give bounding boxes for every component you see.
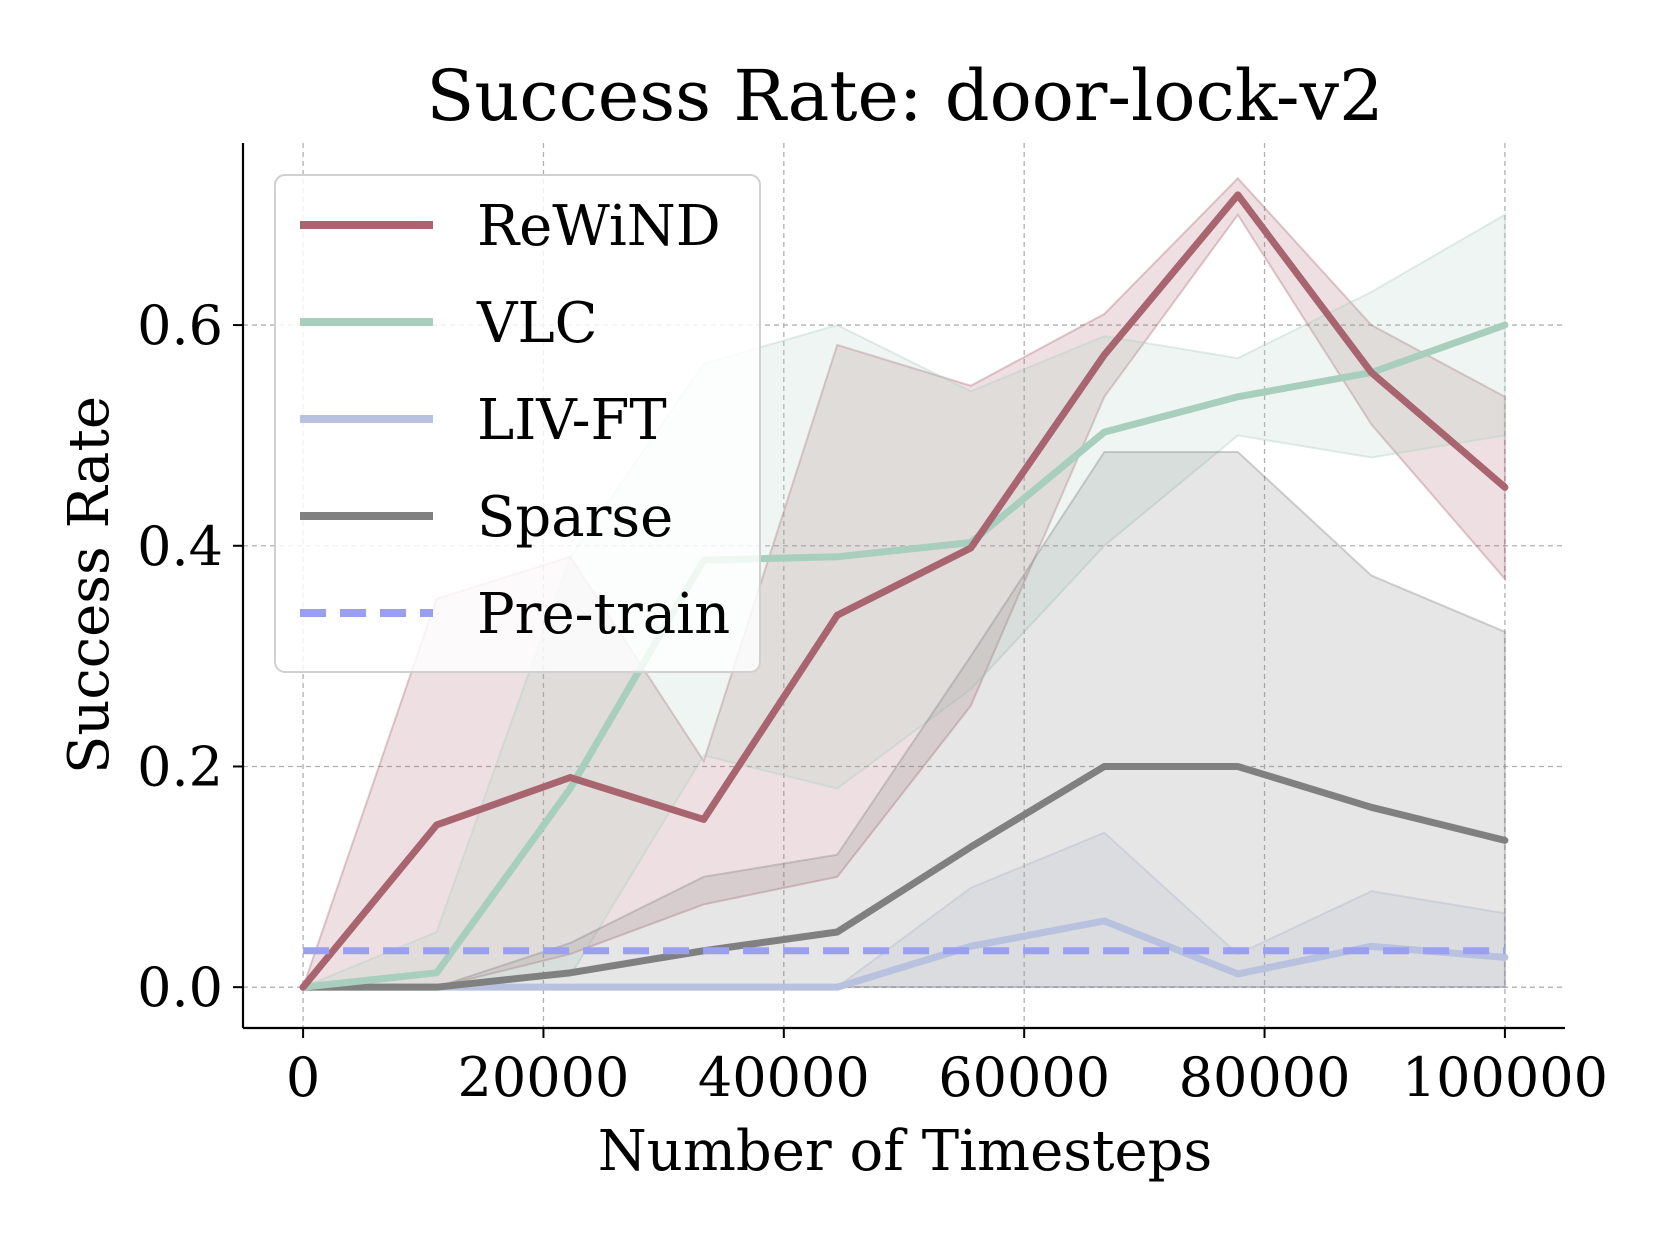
legend-label-rewind: ReWiND xyxy=(477,194,721,259)
legend-label-pre-train: Pre-train xyxy=(477,582,730,647)
x-tick-label: 0 xyxy=(286,1046,320,1109)
axes xyxy=(233,143,1565,1038)
y-axis-label: Success Rate xyxy=(57,396,122,774)
x-tick-label: 40000 xyxy=(698,1046,870,1109)
y-tick-label: 0.2 xyxy=(137,735,223,798)
x-tick-label: 20000 xyxy=(458,1046,630,1109)
chart-title: Success Rate: door-lock-v2 xyxy=(426,55,1383,137)
y-tick-label: 0.4 xyxy=(137,515,223,578)
x-tick-label: 60000 xyxy=(938,1046,1110,1109)
rewind-line xyxy=(299,191,1509,991)
y-tick-label: 0.6 xyxy=(137,294,223,357)
legend-label-vlc: VLC xyxy=(476,291,597,356)
sparse-line xyxy=(299,762,1509,991)
legend-box xyxy=(274,174,761,673)
liv-ft-line xyxy=(299,917,1509,991)
vlc-line xyxy=(299,321,1509,991)
y-tick-label: 0.0 xyxy=(137,956,223,1019)
legend-label-sparse: Sparse xyxy=(477,485,673,550)
series-lines xyxy=(299,191,1509,991)
legend: ReWiND VLC LIV-FT Sparse Pre-train xyxy=(274,174,761,673)
x-axis-label: Number of Timesteps xyxy=(598,1119,1212,1184)
tick-labels: 0 20000 40000 60000 80000 100000 0.0 0.2 0.4 0.6 xyxy=(137,294,1608,1109)
x-tick-label: 80000 xyxy=(1179,1046,1351,1109)
legend-label-liv-ft: LIV-FT xyxy=(477,388,667,453)
x-tick-label: 100000 xyxy=(1402,1046,1608,1109)
